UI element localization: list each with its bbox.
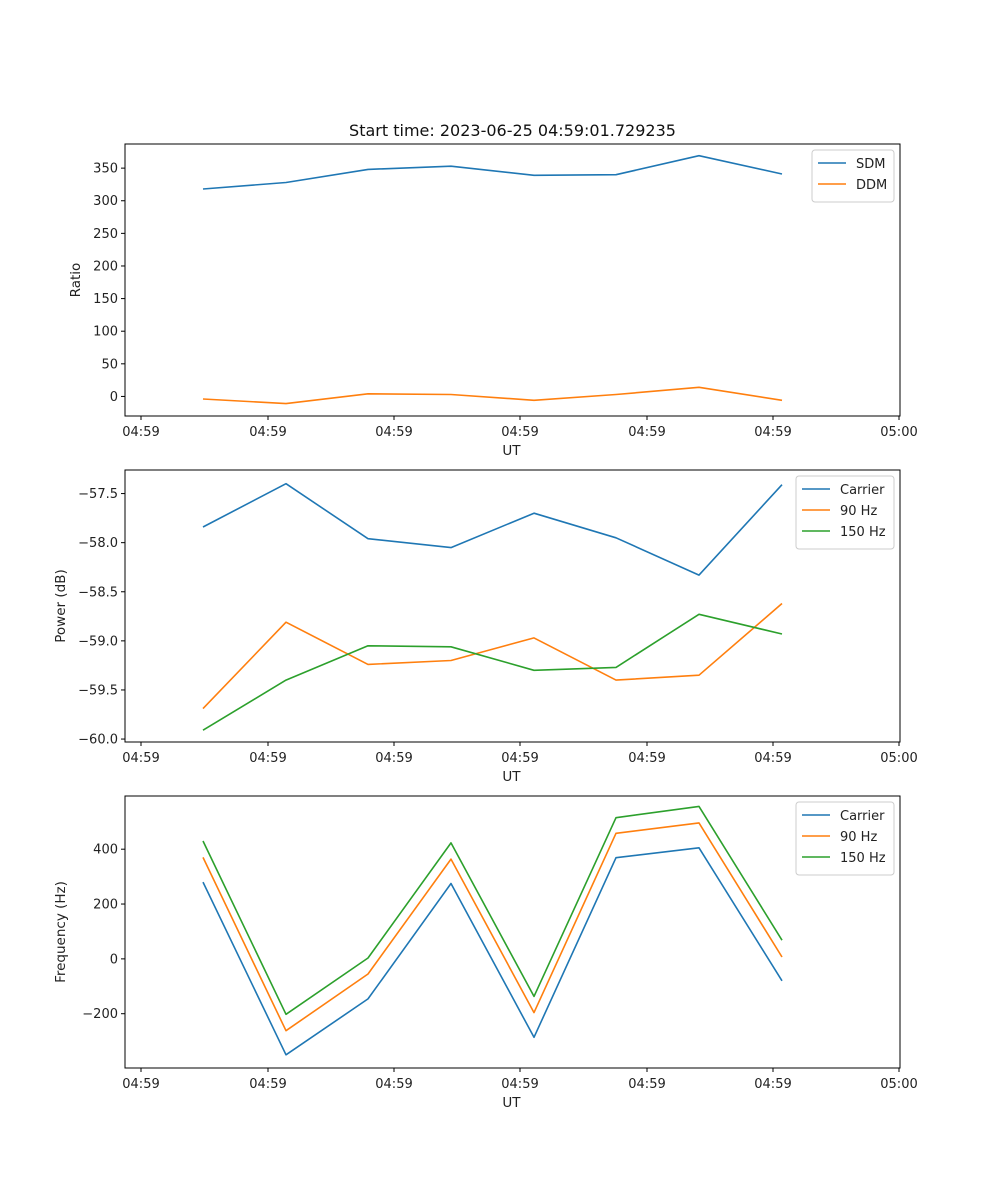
x-tick-label: 04:59 — [628, 425, 665, 440]
plot-area — [124, 795, 901, 1069]
y-tick-label: −59.0 — [78, 634, 118, 649]
y-tick-label: 0 — [110, 390, 118, 405]
y-axis-label: Frequency (Hz) — [53, 881, 69, 983]
series-line-90-hz — [202, 822, 783, 1032]
legend: Carrier 90 Hz 150 Hz — [795, 801, 895, 876]
x-tick-label: 04:59 — [375, 425, 412, 440]
y-tick-label: −58.0 — [78, 536, 118, 551]
x-tick-label: 04:59 — [122, 751, 159, 766]
x-axis-label: UT — [502, 1095, 521, 1111]
chart-panel-1: Start time: 2023-06-25 04:59:01.72923505… — [68, 121, 918, 459]
x-tick-label: 04:59 — [375, 1077, 412, 1092]
x-tick-label: 04:59 — [628, 751, 665, 766]
y-tick-label: 0 — [110, 952, 118, 967]
legend-label: 90 Hz — [840, 504, 877, 519]
x-tick-label: 05:00 — [880, 425, 917, 440]
plot-area — [124, 469, 901, 743]
y-tick-label: −60.0 — [78, 733, 118, 748]
y-tick-label: 300 — [93, 194, 118, 209]
x-tick-label: 05:00 — [880, 751, 917, 766]
y-tick-label: 200 — [93, 259, 118, 274]
y-tick-label: 200 — [93, 898, 118, 913]
x-tick-label: 04:59 — [249, 751, 286, 766]
legend-label: DDM — [856, 178, 887, 193]
series-line-carrier — [202, 482, 783, 576]
legend-label: SDM — [856, 157, 885, 172]
y-tick-label: 400 — [93, 843, 118, 858]
y-axis-label: Power (dB) — [53, 569, 69, 642]
x-tick-label: 04:59 — [754, 425, 791, 440]
y-tick-label: 150 — [93, 292, 118, 307]
legend-label: Carrier — [840, 483, 885, 498]
y-tick-label: −58.5 — [78, 585, 118, 600]
x-tick-label: 04:59 — [501, 425, 538, 440]
x-tick-label: 04:59 — [375, 751, 412, 766]
series-line-150-hz — [202, 613, 783, 731]
x-tick-label: 04:59 — [249, 425, 286, 440]
x-tick-label: 04:59 — [501, 1077, 538, 1092]
x-tick-label: 05:00 — [880, 1077, 917, 1092]
x-tick-label: 04:59 — [249, 1077, 286, 1092]
series-line-carrier — [202, 846, 783, 1056]
legend: SDM DDM — [811, 149, 895, 203]
series-line-90-hz — [202, 602, 783, 710]
y-tick-label: 250 — [93, 227, 118, 242]
x-axis-label: UT — [502, 769, 521, 785]
legend-label: Carrier — [840, 809, 885, 824]
y-tick-label: 50 — [101, 357, 118, 372]
legend: Carrier 90 Hz 150 Hz — [795, 475, 895, 550]
legend-label: 90 Hz — [840, 830, 877, 845]
series-line-150-hz — [202, 805, 783, 1016]
series-line-sdm — [202, 154, 783, 190]
chart-title: Start time: 2023-06-25 04:59:01.729235 — [349, 121, 676, 140]
series-line-ddm — [202, 386, 783, 405]
y-tick-label: −200 — [82, 1007, 118, 1022]
y-tick-label: 350 — [93, 162, 118, 177]
x-tick-label: 04:59 — [754, 751, 791, 766]
y-tick-label: −59.5 — [78, 683, 118, 698]
y-tick-label: −57.5 — [78, 487, 118, 502]
x-tick-label: 04:59 — [122, 425, 159, 440]
x-tick-label: 04:59 — [628, 1077, 665, 1092]
chart-panel-2: −60.0 −59.5 −59.0 −58.5 −58.0 −57.5 04:59 04:59… — [53, 469, 918, 785]
x-tick-label: 04:59 — [501, 751, 538, 766]
y-axis-label: Ratio — [68, 263, 84, 298]
x-tick-label: 04:59 — [754, 1077, 791, 1092]
legend-label: 150 Hz — [840, 525, 886, 540]
legend-label: 150 Hz — [840, 851, 886, 866]
chart-panel-3: −200 0 200 400 04:59 04:59 04:59 04:59 04:59 04:5… — [53, 795, 918, 1111]
x-axis-label: UT — [502, 443, 521, 459]
x-tick-label: 04:59 — [122, 1077, 159, 1092]
plot-area — [124, 143, 901, 417]
y-tick-label: 100 — [93, 325, 118, 340]
